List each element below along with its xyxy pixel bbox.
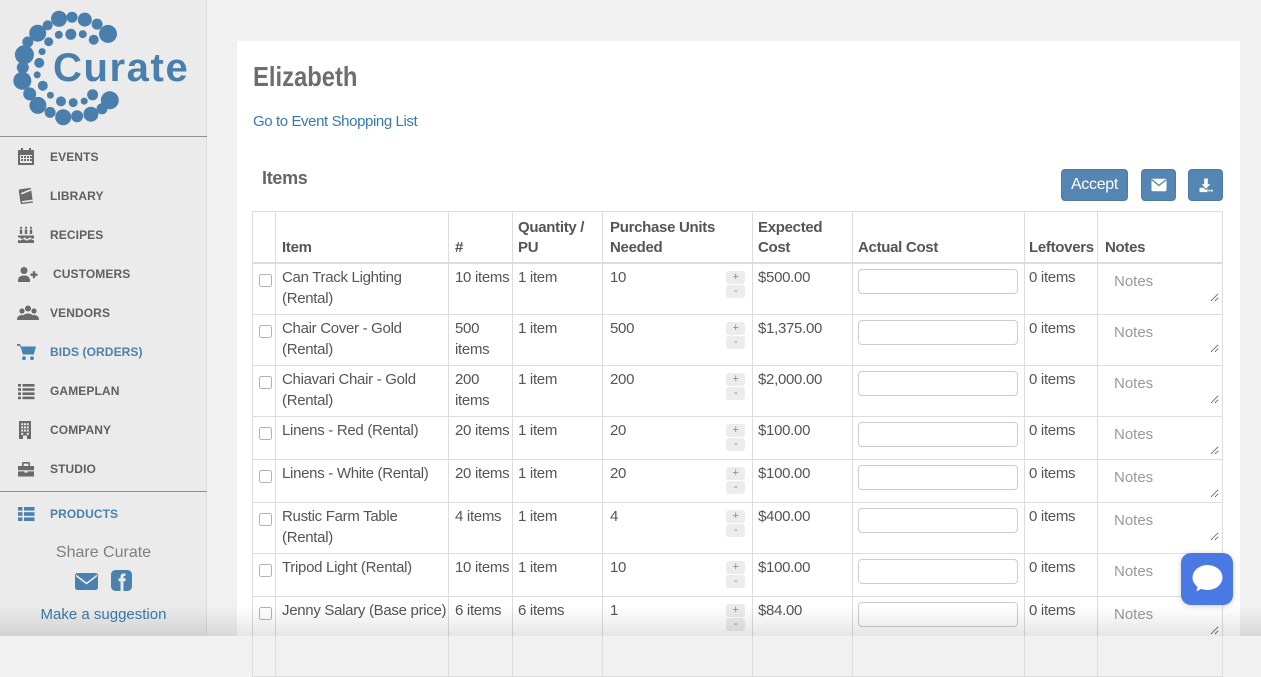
svg-text:Curate: Curate bbox=[53, 46, 189, 90]
